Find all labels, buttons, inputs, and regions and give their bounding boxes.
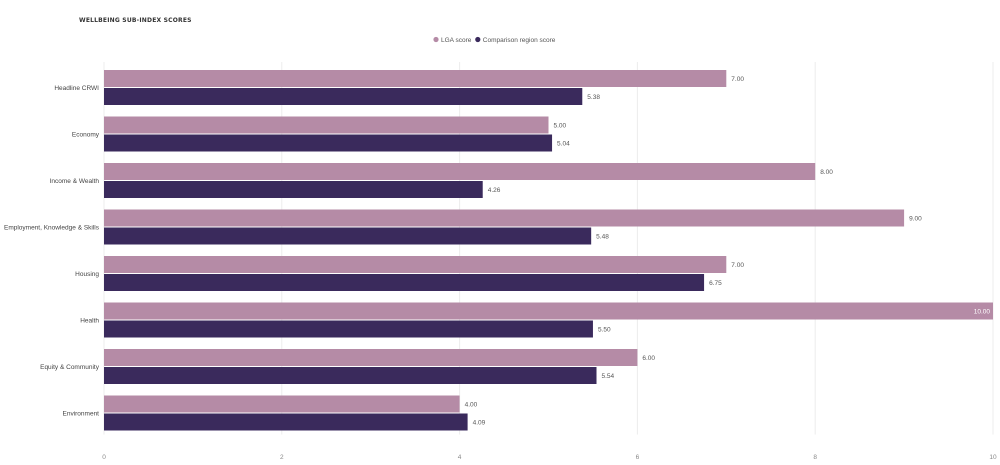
bar xyxy=(104,163,816,180)
legend-label: LGA score xyxy=(441,37,472,44)
data-label: 7.00 xyxy=(731,76,744,83)
category-label: Employment, Knowledge & Skills xyxy=(4,225,100,232)
data-label: 4.09 xyxy=(473,420,486,427)
bar xyxy=(104,88,583,105)
legend-label: Comparison region score xyxy=(483,37,556,44)
category-label: Equity & Community xyxy=(40,364,100,371)
data-label: 5.00 xyxy=(554,123,567,130)
bar xyxy=(104,302,993,320)
bar xyxy=(104,256,727,273)
data-label: 5.48 xyxy=(596,234,609,241)
bar xyxy=(104,134,553,152)
category-label: Housing xyxy=(75,271,99,278)
bar xyxy=(104,116,549,134)
bar xyxy=(104,413,468,431)
legend-swatch xyxy=(475,36,481,43)
category-label: Headline CRWI xyxy=(54,85,99,92)
category-label: Income & Wealth xyxy=(50,178,100,185)
category-label: Environment xyxy=(63,411,100,418)
category-label: Health xyxy=(80,318,99,325)
data-label: 5.38 xyxy=(587,94,600,101)
bar xyxy=(104,181,483,198)
data-label: 5.04 xyxy=(557,141,570,148)
bar xyxy=(104,395,460,413)
bar xyxy=(104,209,905,227)
data-label: 4.00 xyxy=(465,402,478,409)
data-label: 7.00 xyxy=(731,262,744,269)
chart-title: WELLBEING SUB-INDEX SCORES xyxy=(79,17,192,24)
x-tick-label: 6 xyxy=(636,454,640,461)
data-label: 6.00 xyxy=(642,355,655,362)
legend-swatch xyxy=(433,36,439,43)
category-labels: Headline CRWI Economy Income & Wealth Emplo… xyxy=(4,85,100,418)
bar xyxy=(104,320,593,338)
x-axis-ticks: 0 2 4 6 8 10 xyxy=(102,454,997,461)
bar xyxy=(104,227,592,245)
x-tick-label: 2 xyxy=(280,454,284,461)
data-label: 4.26 xyxy=(488,187,501,194)
data-label: 6.75 xyxy=(709,280,722,287)
bar xyxy=(104,367,597,384)
data-label: 10.00 xyxy=(974,309,991,316)
data-label: 5.54 xyxy=(602,373,615,380)
bar xyxy=(104,274,705,291)
x-tick-label: 0 xyxy=(102,454,106,461)
data-label: 5.50 xyxy=(598,327,611,334)
data-label: 9.00 xyxy=(909,216,922,223)
category-label: Economy xyxy=(72,132,100,139)
x-tick-label: 4 xyxy=(458,454,462,461)
bars: 7.00 5.38 5.00 5.04 8.00 4.26 9.00 5.48 7.00 6.75… xyxy=(104,70,993,431)
bar xyxy=(104,349,638,366)
bar xyxy=(104,70,727,87)
legend: LGA score Comparison region score xyxy=(433,36,556,44)
x-tick-label: 8 xyxy=(813,454,817,461)
data-label: 8.00 xyxy=(820,169,833,176)
x-tick-label: 10 xyxy=(989,454,997,461)
